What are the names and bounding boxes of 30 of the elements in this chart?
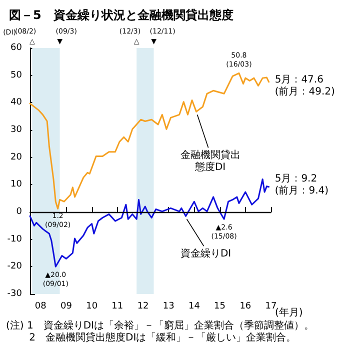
x-tick-label: 10 bbox=[86, 302, 98, 312]
x-tick-label: 13 bbox=[162, 302, 174, 312]
x-tick-label: 17 bbox=[265, 302, 277, 312]
annotation: 5月：9.2 (前月：9.4) bbox=[274, 173, 329, 196]
x-tick-label: 16 bbox=[240, 302, 252, 312]
y-tick-label: -10 bbox=[7, 234, 22, 244]
x-tick-label: 11 bbox=[112, 302, 124, 312]
x-tick-label: 14 bbox=[188, 302, 200, 312]
y-tick-label: -20 bbox=[7, 262, 22, 272]
text: 2 金融機関貸出態度DIは「緩和」－「厳しい」企業割合。 bbox=[6, 332, 296, 344]
y-tick-label: -30 bbox=[7, 289, 22, 299]
y-tick-label: 20 bbox=[10, 152, 22, 162]
annotation: 金融機関貸出態度DI bbox=[180, 149, 240, 174]
line-series bbox=[29, 72, 270, 210]
y-tick-label: 50 bbox=[10, 70, 22, 80]
y-tick-label: 60 bbox=[10, 43, 22, 53]
line-series bbox=[29, 178, 270, 268]
x-tick-label: 09 bbox=[60, 302, 72, 312]
y-tick-label: 0 bbox=[16, 207, 22, 217]
annotation: 5月：47.6 (前月：49.2) bbox=[274, 74, 335, 98]
y-tick-label: 30 bbox=[10, 125, 22, 135]
chart-title: 図－5 資金繰り状況と金融機関貸出態度 bbox=[9, 8, 234, 22]
x-tick-label: 08 bbox=[34, 302, 47, 312]
text: (注) 1 資金繰りDIは「余裕」－「窮屈」企業割合（季節調整値）。 bbox=[6, 320, 314, 332]
y-tick-label: 40 bbox=[10, 98, 22, 108]
annotation: 資金繰りDI bbox=[180, 248, 232, 260]
x-tick-label: 15 bbox=[214, 302, 226, 312]
x-axis-title: (年月) bbox=[275, 306, 303, 318]
y-tick-label: 10 bbox=[10, 180, 22, 190]
x-tick-label: 12 bbox=[137, 302, 149, 312]
